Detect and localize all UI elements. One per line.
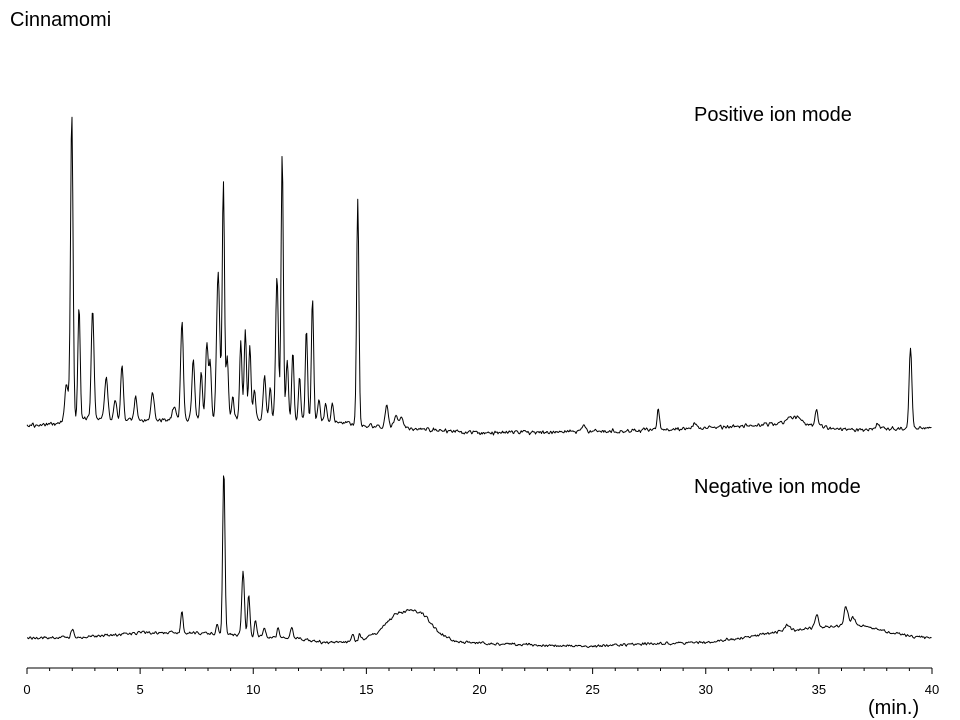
series-label-positive: Positive ion mode	[694, 104, 852, 126]
x-tick-label: 35	[812, 682, 826, 697]
x-tick-label: 25	[585, 682, 599, 697]
series-label-negative: Negative ion mode	[694, 476, 861, 498]
traces-group	[26, 116, 932, 648]
series-line-negative	[26, 475, 932, 648]
x-tick-label: 0	[23, 682, 30, 697]
x-axis: 0 5 10 15 20 25 30 35 40	[23, 667, 939, 697]
series-line-positive	[26, 116, 932, 436]
x-axis-label: (min.)	[868, 697, 919, 719]
x-tick-label: 5	[137, 682, 144, 697]
chart-title: Cinnamomi	[10, 9, 111, 31]
x-tick-label: 15	[359, 682, 373, 697]
x-tick-label: 30	[699, 682, 713, 697]
x-tick-label: 20	[472, 682, 486, 697]
x-tick-label: 10	[246, 682, 260, 697]
x-tick-label: 40	[925, 682, 939, 697]
